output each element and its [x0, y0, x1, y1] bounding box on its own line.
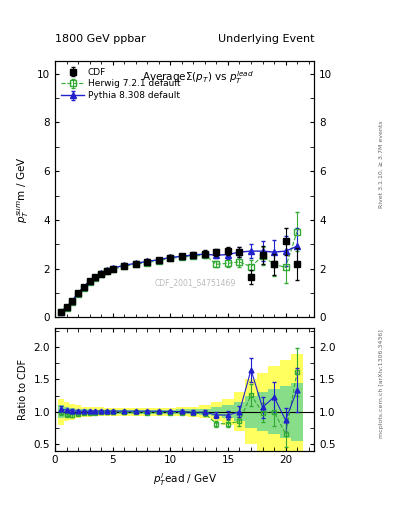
Text: Rivet 3.1.10, ≥ 3.7M events: Rivet 3.1.10, ≥ 3.7M events — [379, 120, 384, 208]
Text: Average$\Sigma(p_T)$ vs $p_T^{lead}$: Average$\Sigma(p_T)$ vs $p_T^{lead}$ — [142, 69, 253, 86]
Y-axis label: Ratio to CDF: Ratio to CDF — [18, 358, 28, 420]
Y-axis label: $p_T^{sum}$m / GeV: $p_T^{sum}$m / GeV — [16, 156, 31, 223]
Text: mcplots.cern.ch [arXiv:1306.3436]: mcplots.cern.ch [arXiv:1306.3436] — [379, 330, 384, 438]
Text: CDF_2001_S4751469: CDF_2001_S4751469 — [154, 278, 236, 287]
Legend: CDF, Herwig 7.2.1 default, Pythia 8.308 default: CDF, Herwig 7.2.1 default, Pythia 8.308 … — [59, 66, 182, 102]
Text: 1800 GeV ppbar: 1800 GeV ppbar — [55, 33, 146, 44]
X-axis label: $p_T^l$ead / GeV: $p_T^l$ead / GeV — [152, 471, 217, 488]
Text: Underlying Event: Underlying Event — [218, 33, 314, 44]
